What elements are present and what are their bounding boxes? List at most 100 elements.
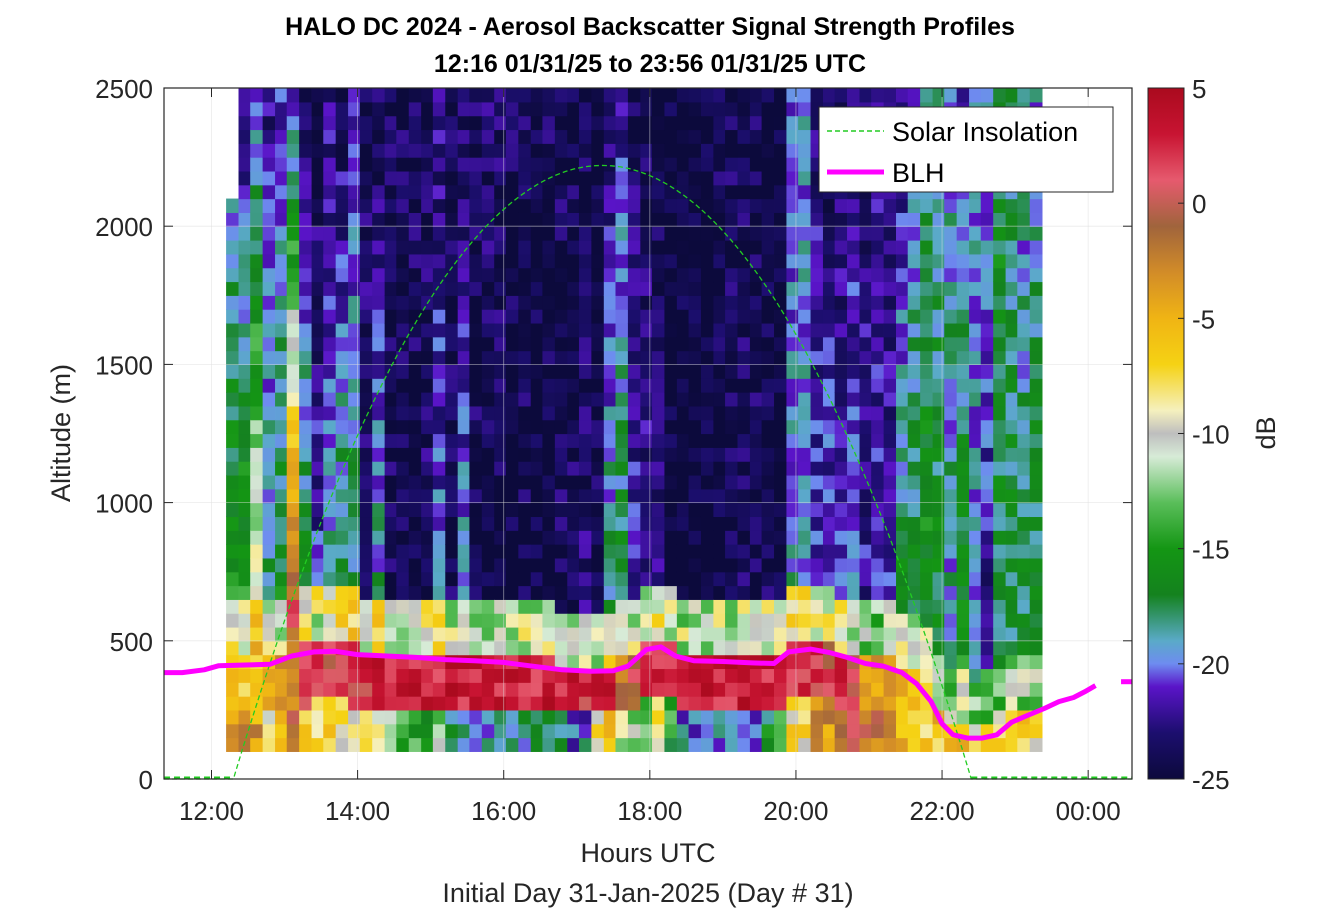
heatmap-cell <box>286 419 300 435</box>
heatmap-cell <box>615 723 629 739</box>
heatmap-cell <box>481 143 495 158</box>
heatmap-cell <box>250 488 263 504</box>
heatmap-cell <box>993 267 1006 283</box>
heatmap-cell <box>469 419 483 435</box>
heatmap-cell <box>713 88 727 103</box>
heatmap-cell <box>1005 433 1019 448</box>
heatmap-cell <box>530 253 544 269</box>
heatmap-cell <box>944 447 958 462</box>
heatmap-cell <box>567 253 581 269</box>
heatmap-cell <box>834 364 848 379</box>
heatmap-cell <box>530 502 544 518</box>
heatmap-cell <box>518 143 532 158</box>
heatmap-cell <box>907 502 921 518</box>
heatmap-cell <box>505 281 519 296</box>
heatmap-cell <box>226 737 239 752</box>
heatmap-cell <box>980 682 994 697</box>
heatmap-cell <box>311 405 325 421</box>
heatmap-cell <box>786 709 800 725</box>
heatmap-cell <box>299 226 312 241</box>
heatmap-cell <box>554 143 568 158</box>
heatmap-cell <box>226 295 239 310</box>
heatmap-cell <box>627 626 641 642</box>
heatmap-cell <box>384 212 398 227</box>
heatmap-cell <box>408 544 422 559</box>
heatmap-cell <box>786 530 800 545</box>
heatmap-cell <box>761 364 775 379</box>
heatmap-cell <box>1005 654 1019 670</box>
heatmap-cell <box>834 557 848 573</box>
heatmap-cell <box>408 198 422 213</box>
heatmap-cell <box>749 281 763 296</box>
heatmap-cell <box>883 571 897 587</box>
heatmap-cell <box>335 585 349 600</box>
heatmap-cell <box>980 88 994 103</box>
heatmap-cell <box>786 392 800 407</box>
heatmap-cell <box>725 364 738 379</box>
heatmap-cell <box>640 668 654 683</box>
heatmap-cell <box>396 253 410 269</box>
heatmap-cell <box>1017 654 1031 670</box>
heatmap-cell <box>311 696 325 711</box>
heatmap-cell <box>348 378 361 393</box>
heatmap-cell <box>822 336 836 352</box>
heatmap-cell <box>871 585 884 600</box>
heatmap-cell <box>432 419 446 435</box>
heatmap-cell <box>567 129 581 144</box>
heatmap-cell <box>676 350 690 365</box>
heatmap-cell <box>432 184 446 200</box>
heatmap-cell <box>907 392 921 407</box>
heatmap-cell <box>408 640 422 656</box>
heatmap-cell <box>896 295 909 310</box>
heatmap-cell <box>774 696 787 711</box>
heatmap-cell <box>432 585 446 600</box>
heatmap-cell <box>1017 405 1031 421</box>
heatmap-cell <box>396 281 410 296</box>
heatmap-cell <box>262 544 276 559</box>
heatmap-cell <box>238 184 252 200</box>
heatmap-cell <box>250 668 263 683</box>
heatmap-cell <box>664 557 678 573</box>
heatmap-cell <box>432 281 446 296</box>
heatmap-cell <box>238 350 252 365</box>
heatmap-cell <box>798 599 811 614</box>
heatmap-cell <box>944 336 958 352</box>
heatmap-cell <box>372 516 385 531</box>
heatmap-cell <box>932 295 946 310</box>
heatmap-cell <box>834 281 848 296</box>
heatmap-cell <box>774 115 787 131</box>
heatmap-cell <box>615 129 629 144</box>
heatmap-cell <box>530 571 544 587</box>
heatmap-cell <box>932 309 946 324</box>
heatmap-cell <box>627 226 641 241</box>
heatmap-cell <box>920 309 933 324</box>
heatmap-cell <box>591 447 605 462</box>
heatmap-cell <box>883 723 897 739</box>
heatmap-cell <box>481 419 495 435</box>
heatmap-cell <box>993 240 1006 255</box>
heatmap-cell <box>226 447 239 462</box>
heatmap-cell <box>578 419 592 435</box>
heatmap-cell <box>847 212 860 227</box>
heatmap-cell <box>323 626 337 642</box>
heatmap-cell <box>688 240 702 255</box>
heatmap-cell <box>761 88 775 103</box>
heatmap-cell <box>432 599 446 614</box>
heatmap-cell <box>408 364 422 379</box>
heatmap-cell <box>286 322 300 338</box>
solar-insolation-line <box>164 164 1132 780</box>
heatmap-cell <box>737 474 751 490</box>
heatmap-cell <box>432 433 446 448</box>
heatmap-cell <box>578 143 592 158</box>
heatmap-cell <box>627 668 641 683</box>
heatmap-cell <box>871 378 884 393</box>
heatmap-cell <box>664 585 678 600</box>
heatmap-cell <box>664 281 678 296</box>
heatmap-cell <box>494 502 507 518</box>
heatmap-cell <box>530 101 544 117</box>
heatmap-cell <box>993 226 1006 241</box>
heatmap-cell <box>578 613 592 628</box>
heatmap-cell <box>396 613 410 628</box>
heatmap-cell <box>311 336 325 352</box>
heatmap-cell <box>505 157 519 172</box>
